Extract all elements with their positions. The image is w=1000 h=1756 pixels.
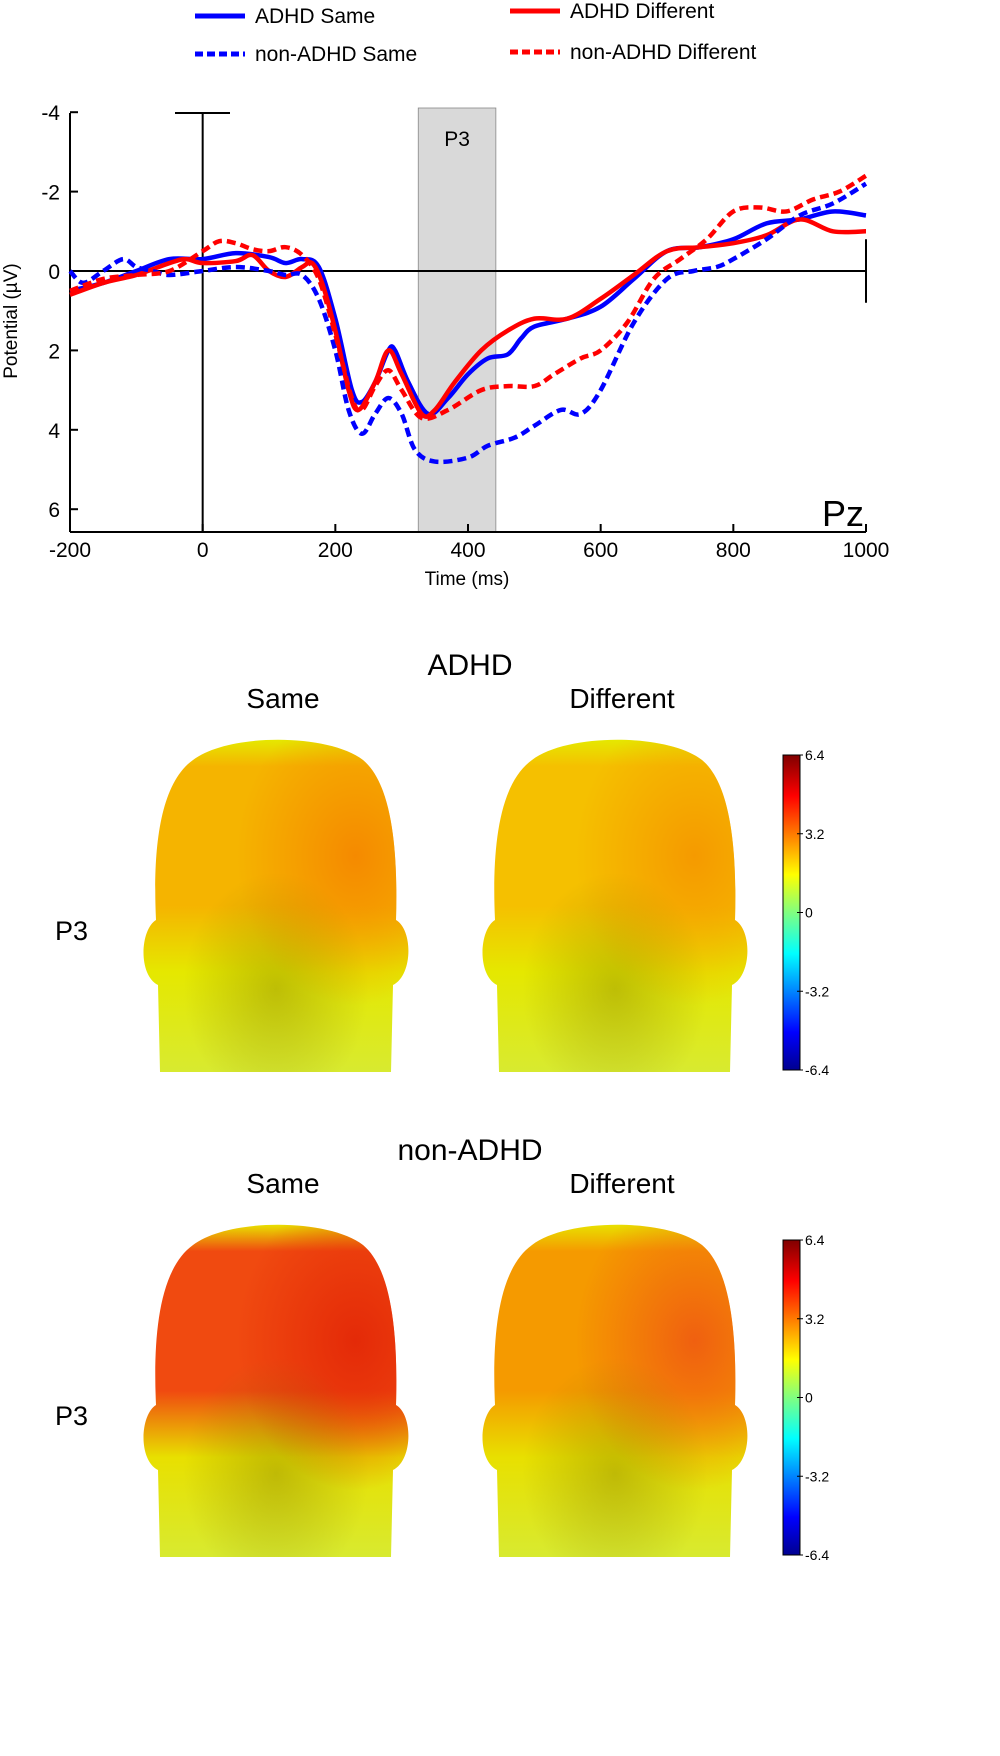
colorbar-tick-label: 0 — [805, 905, 813, 921]
series-line-adhd-different — [69, 217, 867, 419]
scalp-shading — [143, 1224, 409, 1557]
x-tick-label: 800 — [716, 539, 751, 562]
y-tick-label: -2 — [41, 182, 60, 205]
group-title: non-ADHD — [397, 1134, 542, 1167]
group-title: ADHD — [427, 649, 512, 682]
colorbar-tick-label: 3.2 — [805, 826, 825, 842]
y-tick-label: 2 — [48, 340, 60, 363]
colorbar-tick-label: 6.4 — [805, 747, 825, 763]
condition-label: Different — [569, 1168, 675, 1199]
colorbar-tick-label: -3.2 — [805, 1468, 829, 1484]
channel-label: Pz — [822, 493, 864, 534]
x-tick-label: 200 — [318, 539, 353, 562]
legend-label: ADHD Different — [570, 0, 714, 23]
legend-label: non-ADHD Different — [570, 41, 757, 64]
colorbar-tick-label: -3.2 — [805, 983, 829, 999]
colorbar-tick-label: 3.2 — [805, 1311, 825, 1327]
x-axis-label: Time (ms) — [425, 569, 510, 590]
component-label: P3 — [55, 1401, 88, 1431]
y-tick-label: -4 — [41, 102, 60, 125]
component-label: P3 — [55, 916, 88, 946]
legend-label: non-ADHD Same — [255, 43, 417, 66]
y-tick-label: 4 — [48, 420, 60, 443]
x-tick-label: -200 — [49, 539, 91, 562]
series-line-non-adhd-different — [69, 173, 868, 421]
condition-label: Same — [246, 683, 319, 714]
y-axis-label: Potential (µV) — [1, 263, 22, 379]
colorbar-tick-label: -6.4 — [805, 1547, 829, 1563]
scalp-shading — [482, 739, 748, 1072]
colorbar-tick-label: 0 — [805, 1390, 813, 1406]
scalp-shading — [143, 739, 409, 1072]
scalp-shading — [482, 1224, 748, 1557]
y-tick-label: 0 — [48, 261, 60, 284]
x-tick-label: 0 — [197, 539, 209, 562]
colorbar-tick-label: 6.4 — [805, 1232, 825, 1248]
condition-label: Same — [246, 1168, 319, 1199]
p3-window — [417, 107, 497, 533]
x-tick-label: 400 — [450, 539, 485, 562]
p3-window-label: P3 — [444, 128, 470, 151]
colorbar-tick-label: -6.4 — [805, 1062, 829, 1078]
y-tick-label: 6 — [48, 499, 60, 522]
series-line-non-adhd-same — [68, 181, 868, 465]
condition-label: Different — [569, 683, 675, 714]
erp-chart: P3 -4 -2 0 2 4 6 -200 0 200 400 600 800 1000 Time (ms)… — [1, 0, 890, 590]
legend-label: ADHD Same — [255, 5, 375, 28]
x-tick-label: 600 — [583, 539, 618, 562]
x-tick-label: 1000 — [843, 539, 890, 562]
topomap-panels: ADHD P3 Same Different 6.4 3.2 0 -3.2 -6.4 non-AD… — [55, 649, 829, 1563]
